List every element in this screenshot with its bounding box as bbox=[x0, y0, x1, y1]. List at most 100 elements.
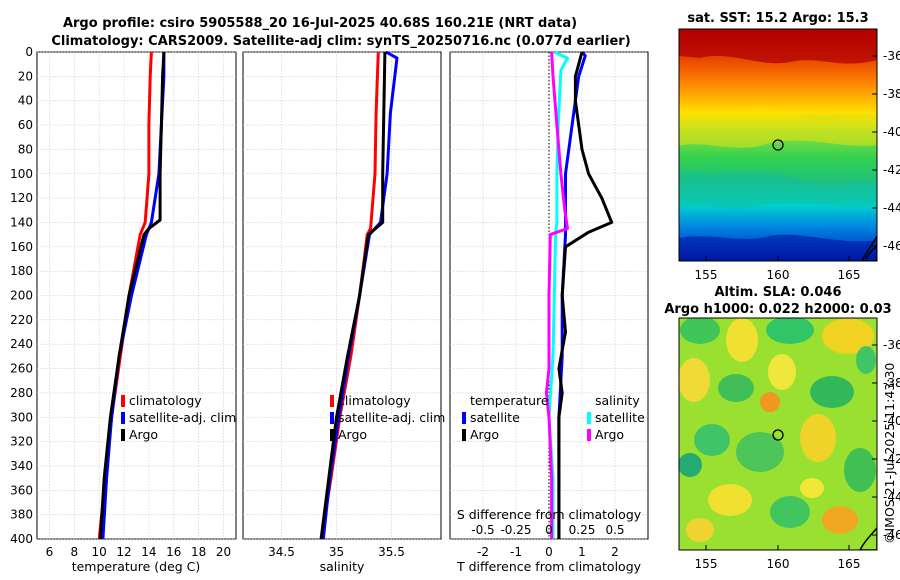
map-x-tick-label: 160 bbox=[767, 268, 790, 282]
sla-blob bbox=[718, 374, 754, 402]
salinity-xlabel: salinity bbox=[320, 559, 365, 574]
sla-blob bbox=[800, 414, 836, 462]
s-tick-label: 0.25 bbox=[569, 523, 596, 537]
depth-tick-label: 120 bbox=[10, 191, 33, 205]
map-y-tick-label: -38 bbox=[883, 87, 900, 101]
x-tick-label: 16 bbox=[166, 545, 181, 559]
sla-map: Altim. SLA: 0.046 Argo h1000: 0.022 h200… bbox=[664, 285, 900, 571]
depth-tick-label: 320 bbox=[10, 435, 33, 449]
legend-climatology-swatch bbox=[330, 395, 334, 407]
sla-blob bbox=[679, 453, 702, 477]
x-tick-label: 2 bbox=[611, 545, 619, 559]
x-tick-label: 34.5 bbox=[268, 545, 295, 559]
x-tick-label: 10 bbox=[92, 545, 107, 559]
map-y-tick-label: -44 bbox=[883, 490, 900, 504]
x-tick-label: -2 bbox=[477, 545, 489, 559]
x-tick-label: 35 bbox=[329, 545, 344, 559]
sla-blob bbox=[694, 424, 730, 456]
sla-blob bbox=[680, 318, 720, 344]
map-y-tick-label: -40 bbox=[883, 125, 900, 139]
depth-tick-label: 20 bbox=[18, 69, 33, 83]
difference-grid bbox=[450, 51, 648, 540]
title-line-2: Climatology: CARS2009. Satellite-adj cli… bbox=[51, 34, 630, 49]
legend-climatology-label: climatology bbox=[129, 393, 202, 408]
sst-map-title: sat. SST: 15.2 Argo: 15.3 bbox=[687, 11, 868, 26]
depth-tick-label: 380 bbox=[10, 508, 33, 522]
sst-map-ticks: 155 160 165 -36 -38 -40 -42 -44 -46 bbox=[695, 49, 900, 282]
sst-field-base bbox=[679, 29, 877, 261]
depth-tick-label: 140 bbox=[10, 215, 33, 229]
depth-tick-label: 280 bbox=[10, 386, 33, 400]
depth-tick-label: 40 bbox=[18, 94, 33, 108]
title-line-1: Argo profile: csiro 5905588_20 16-Jul-20… bbox=[63, 16, 577, 31]
x-tick-label: 14 bbox=[141, 545, 156, 559]
depth-tick-label: 180 bbox=[10, 264, 33, 278]
sla-blob bbox=[856, 346, 876, 374]
sst-cold-patch bbox=[679, 234, 877, 261]
legend-satellite-label: satellite-adj. clim bbox=[129, 410, 236, 425]
map-y-tick-label: -42 bbox=[883, 452, 900, 466]
legend-salinity-heading: salinity bbox=[595, 393, 640, 408]
depth-tick-label: 160 bbox=[10, 240, 33, 254]
sla-anomaly-blobs bbox=[679, 318, 876, 542]
legend-temperature-heading: temperature bbox=[470, 393, 549, 408]
sla-blob bbox=[736, 432, 784, 472]
salinity-series bbox=[319, 50, 399, 540]
sla-blob bbox=[679, 358, 710, 402]
legend-t-argo-label: Argo bbox=[470, 427, 499, 442]
map-x-tick-label: 155 bbox=[695, 268, 718, 282]
map-y-tick-label: -40 bbox=[883, 414, 900, 428]
s-tick-label: -0.25 bbox=[500, 523, 531, 537]
x-tick-label: 1 bbox=[578, 545, 586, 559]
salinity-ticks: 34.5 35 35.5 bbox=[268, 545, 405, 559]
sst-map-field bbox=[679, 29, 877, 261]
legend-climatology-swatch bbox=[121, 395, 125, 407]
depth-tick-label: 200 bbox=[10, 289, 33, 303]
x-tick-label: 12 bbox=[116, 545, 131, 559]
depth-tick-label: 240 bbox=[10, 337, 33, 351]
difference-legend: temperature satellite Argo salinity sate… bbox=[462, 393, 645, 442]
sla-map-ticks: 155 160 165 -36 -38 -40 -42 -44 -46 bbox=[695, 338, 900, 571]
sla-map-title-2: Argo h1000: 0.022 h2000: 0.03 bbox=[664, 302, 891, 317]
x-tick-label: 20 bbox=[216, 545, 231, 559]
depth-axis-labels: 0 20 40 60 80 100 120 140 160 180 200 220 240 260 280 3… bbox=[10, 45, 33, 546]
x-tick-label: 18 bbox=[191, 545, 206, 559]
x-tick-label: 35.5 bbox=[378, 545, 405, 559]
temperature-legend: climatology satellite-adj. clim Argo bbox=[121, 393, 236, 442]
map-y-tick-label: -36 bbox=[883, 338, 900, 352]
depth-tick-label: 0 bbox=[25, 45, 33, 59]
x-tick-label: 0 bbox=[545, 545, 553, 559]
sla-blob bbox=[686, 518, 714, 542]
map-y-tick-label: -46 bbox=[883, 239, 900, 253]
legend-s-argo-swatch bbox=[587, 429, 591, 441]
sst-argo-location-marker bbox=[772, 139, 784, 151]
temperature-series bbox=[97, 51, 166, 540]
s-tick-label: 0.5 bbox=[605, 523, 624, 537]
difference-temperature-argo-line bbox=[557, 51, 614, 539]
sla-blob bbox=[708, 484, 752, 516]
salinity-argo-line bbox=[319, 51, 387, 540]
sla-blob bbox=[768, 354, 796, 390]
salinity-panel: 34.5 35 35.5 salinity climatology satellit… bbox=[242, 50, 445, 574]
sla-blob bbox=[822, 506, 858, 534]
legend-s-satellite-swatch bbox=[587, 412, 591, 424]
sla-map-title-1: Altim. SLA: 0.046 bbox=[715, 285, 842, 300]
sla-map-field bbox=[679, 318, 877, 550]
legend-argo-swatch bbox=[330, 429, 334, 441]
legend-s-satellite-label: satellite bbox=[595, 410, 645, 425]
sst-front-band bbox=[679, 108, 877, 148]
difference-top-label: S difference from climatology bbox=[457, 507, 642, 522]
depth-tick-label: 80 bbox=[18, 142, 33, 156]
sla-blob bbox=[844, 448, 876, 492]
salinity-legend: climatology satellite-adj. clim Argo bbox=[330, 393, 445, 442]
legend-t-argo-swatch bbox=[462, 429, 466, 441]
map-y-tick-label: -46 bbox=[883, 528, 900, 542]
sst-mid-band bbox=[679, 170, 877, 209]
sst-warm-patch bbox=[679, 29, 877, 64]
sla-blob bbox=[800, 478, 824, 498]
temperature-panel: 6 8 10 12 14 16 18 20 temperature (deg C) clima… bbox=[36, 51, 237, 574]
temperature-xlabel: temperature (deg C) bbox=[72, 559, 201, 574]
depth-tick-label: 60 bbox=[18, 118, 33, 132]
legend-t-satellite-label: satellite bbox=[470, 410, 520, 425]
sla-blob bbox=[766, 318, 814, 344]
